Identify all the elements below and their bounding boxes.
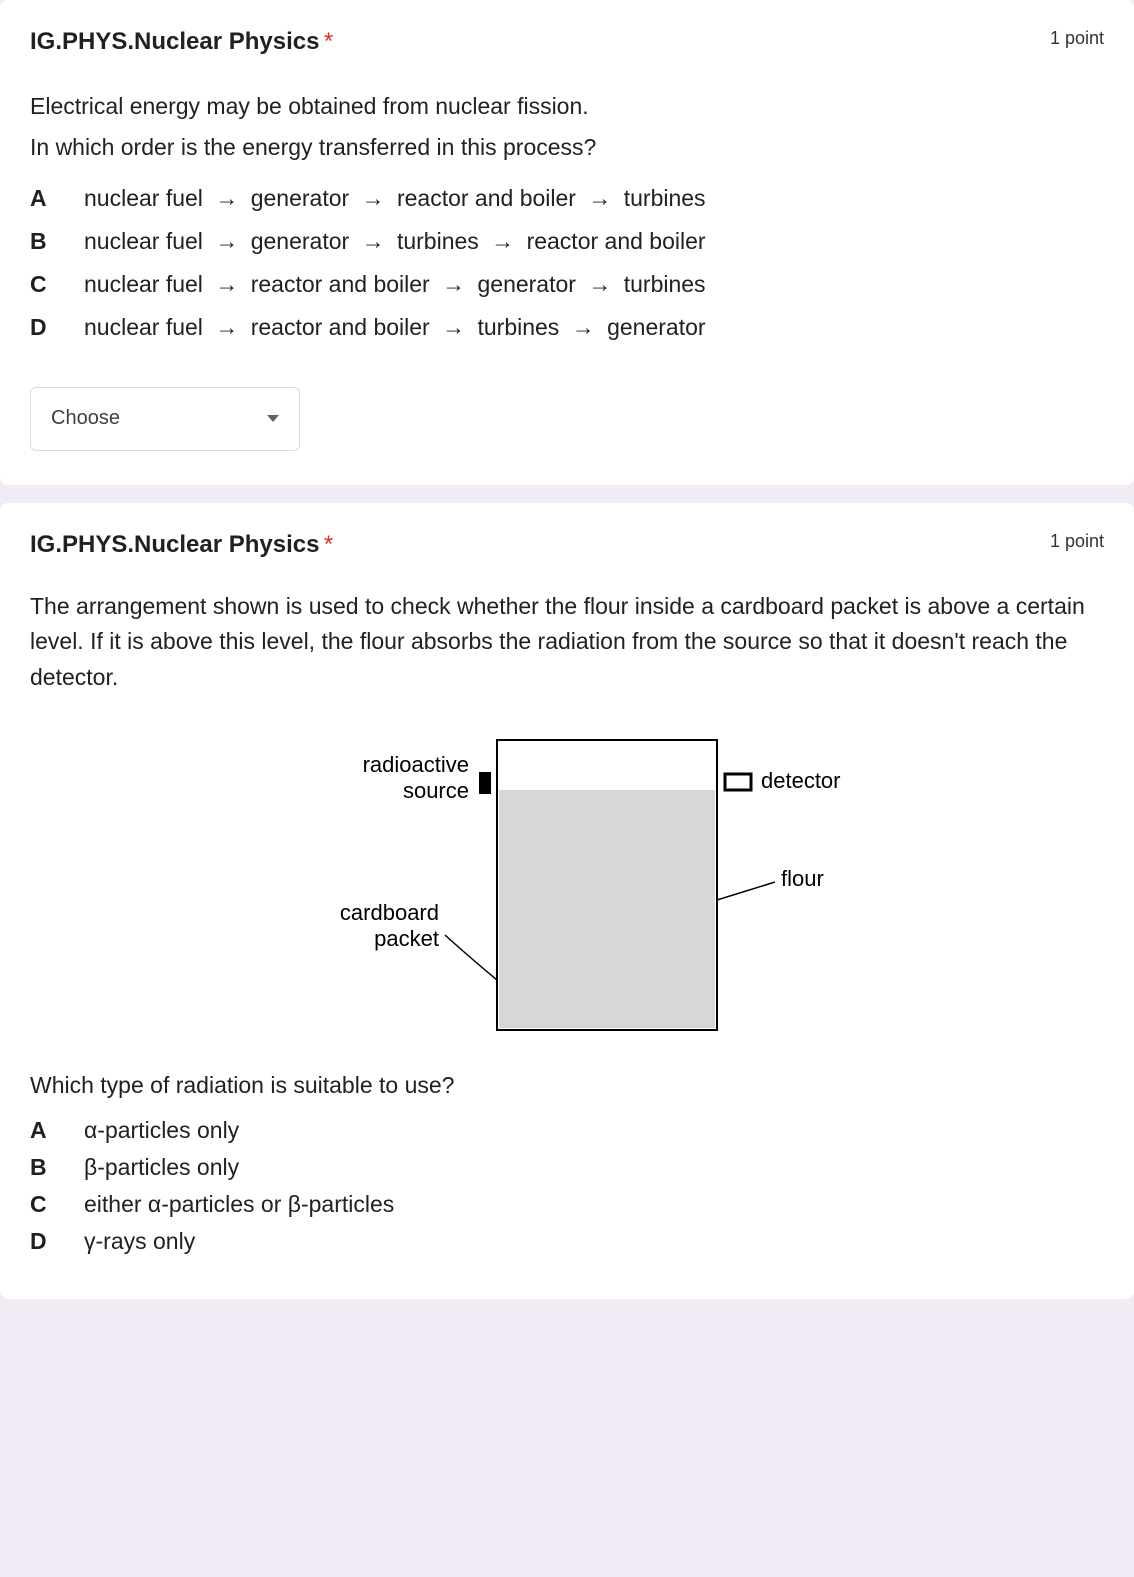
label-source-2: source xyxy=(403,778,469,803)
packet-pointer xyxy=(445,935,497,980)
option-letter: D xyxy=(30,314,84,341)
card-header: IG.PHYS.Nuclear Physics * 1 point xyxy=(30,531,1104,559)
option-b: B nuclear fuel → generator → turbines → … xyxy=(30,228,1104,255)
answer-dropdown[interactable]: Choose xyxy=(30,387,300,451)
stem-line-2: In which order is the energy transferred… xyxy=(30,127,1104,168)
question-title: IG.PHYS.Nuclear Physics * xyxy=(30,28,333,56)
flour-diagram: radioactive source detector flour cardbo… xyxy=(30,720,1104,1040)
required-mark: * xyxy=(324,28,333,55)
option-letter: C xyxy=(30,1191,84,1218)
question-title: IG.PHYS.Nuclear Physics * xyxy=(30,531,333,559)
title-text: IG.PHYS.Nuclear Physics xyxy=(30,28,319,55)
question-card-1: IG.PHYS.Nuclear Physics * 1 point Electr… xyxy=(0,0,1134,485)
card-header: IG.PHYS.Nuclear Physics * 1 point xyxy=(30,28,1104,56)
detector-icon xyxy=(725,774,751,790)
points-label: 1 point xyxy=(1050,531,1104,552)
question-stem: The arrangement shown is used to check w… xyxy=(30,589,1104,696)
option-d: D nuclear fuel → reactor and boiler → tu… xyxy=(30,314,1104,341)
stem-line-1: Electrical energy may be obtained from n… xyxy=(30,86,1104,127)
diagram-svg: radioactive source detector flour cardbo… xyxy=(247,720,887,1040)
option-d: D γ-rays only xyxy=(30,1228,1104,1255)
option-c: C either α-particles or β-particles xyxy=(30,1191,1104,1218)
flour-pointer xyxy=(717,882,775,900)
option-letter: A xyxy=(30,185,84,212)
title-text: IG.PHYS.Nuclear Physics xyxy=(30,531,319,558)
option-a: A nuclear fuel → generator → reactor and… xyxy=(30,185,1104,212)
option-text: nuclear fuel → generator → reactor and b… xyxy=(84,185,706,212)
sub-question: Which type of radiation is suitable to u… xyxy=(30,1068,1104,1104)
option-text: β-particles only xyxy=(84,1154,239,1181)
flour-fill xyxy=(499,790,715,1028)
label-source-1: radioactive xyxy=(363,752,469,777)
source-icon xyxy=(479,772,491,794)
options-list-2: A α-particles only B β-particles only C … xyxy=(30,1117,1104,1255)
question-stem: Electrical energy may be obtained from n… xyxy=(30,86,1104,169)
label-packet-2: packet xyxy=(374,926,439,951)
option-letter: B xyxy=(30,228,84,255)
label-packet-1: cardboard xyxy=(340,900,439,925)
chevron-down-icon xyxy=(267,415,279,422)
option-a: A α-particles only xyxy=(30,1117,1104,1144)
option-letter: C xyxy=(30,271,84,298)
points-label: 1 point xyxy=(1050,28,1104,49)
option-letter: D xyxy=(30,1228,84,1255)
option-text: γ-rays only xyxy=(84,1228,195,1255)
option-text: nuclear fuel → generator → turbines → re… xyxy=(84,228,706,255)
options-list: A nuclear fuel → generator → reactor and… xyxy=(30,185,1104,341)
dropdown-label: Choose xyxy=(51,407,120,430)
label-detector: detector xyxy=(761,768,841,793)
option-text: nuclear fuel → reactor and boiler → gene… xyxy=(84,271,706,298)
required-mark: * xyxy=(324,531,333,558)
question-card-2: IG.PHYS.Nuclear Physics * 1 point The ar… xyxy=(0,503,1134,1300)
option-letter: A xyxy=(30,1117,84,1144)
label-flour: flour xyxy=(781,866,824,891)
option-text: either α-particles or β-particles xyxy=(84,1191,394,1218)
option-b: B β-particles only xyxy=(30,1154,1104,1181)
option-letter: B xyxy=(30,1154,84,1181)
option-c: C nuclear fuel → reactor and boiler → ge… xyxy=(30,271,1104,298)
option-text: α-particles only xyxy=(84,1117,239,1144)
option-text: nuclear fuel → reactor and boiler → turb… xyxy=(84,314,706,341)
